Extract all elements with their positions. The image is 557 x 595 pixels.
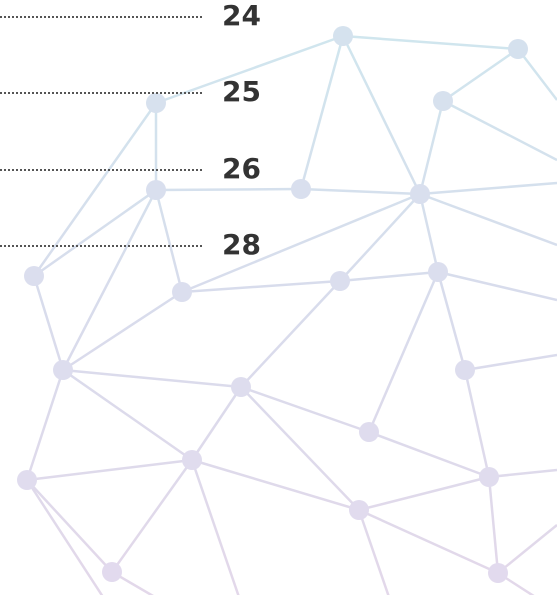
edge (343, 36, 518, 49)
edge (27, 370, 63, 480)
leader (0, 16, 202, 18)
edge (443, 101, 557, 160)
edge (192, 460, 240, 595)
node (231, 377, 251, 397)
page-number: 28 (222, 225, 261, 265)
node (410, 184, 430, 204)
edge (112, 460, 192, 572)
node (359, 422, 379, 442)
edge (27, 480, 105, 595)
edge (27, 460, 192, 480)
edge (63, 292, 182, 370)
edge (34, 276, 63, 370)
leader (0, 169, 202, 171)
edge (489, 470, 557, 477)
node (488, 563, 508, 583)
edge (301, 36, 343, 189)
node (17, 470, 37, 490)
edge (420, 194, 438, 272)
edge (489, 477, 498, 573)
edge (63, 370, 241, 387)
edge (369, 432, 489, 477)
toc-entry: 28 (0, 225, 270, 265)
node (508, 39, 528, 59)
page-number: 25 (222, 72, 261, 112)
edge (359, 510, 498, 573)
node (24, 266, 44, 286)
node (330, 271, 350, 291)
edge (438, 272, 465, 370)
leader (0, 92, 202, 94)
edge (420, 194, 557, 245)
node (172, 282, 192, 302)
edge (465, 370, 489, 477)
edge (359, 477, 489, 510)
page-number: 24 (222, 0, 261, 36)
edge (340, 272, 438, 281)
toc-entry: 24 (0, 0, 270, 36)
edge (192, 387, 241, 460)
page-number: 26 (222, 149, 261, 189)
edge (420, 101, 443, 194)
edge (420, 183, 557, 194)
node (333, 26, 353, 46)
toc-entry: 26 (0, 149, 270, 189)
edge (343, 36, 420, 194)
node (349, 500, 369, 520)
edge (443, 49, 518, 101)
node (102, 562, 122, 582)
edge (241, 387, 369, 432)
edge (369, 272, 438, 432)
edge (156, 189, 301, 190)
edge (438, 272, 557, 300)
edge (301, 189, 420, 194)
node (479, 467, 499, 487)
toc-entry: 25 (0, 72, 270, 112)
edge (498, 525, 557, 573)
node (433, 91, 453, 111)
node (455, 360, 475, 380)
edge (465, 355, 557, 370)
node (53, 360, 73, 380)
node (291, 179, 311, 199)
edge (241, 281, 340, 387)
edge (27, 480, 112, 572)
edge (63, 370, 192, 460)
page: 24 25 26 28 (() => { const data = JSON.p… (0, 0, 557, 595)
node (182, 450, 202, 470)
edge (340, 194, 420, 281)
leader (0, 245, 202, 247)
edges (27, 36, 557, 595)
node (428, 262, 448, 282)
